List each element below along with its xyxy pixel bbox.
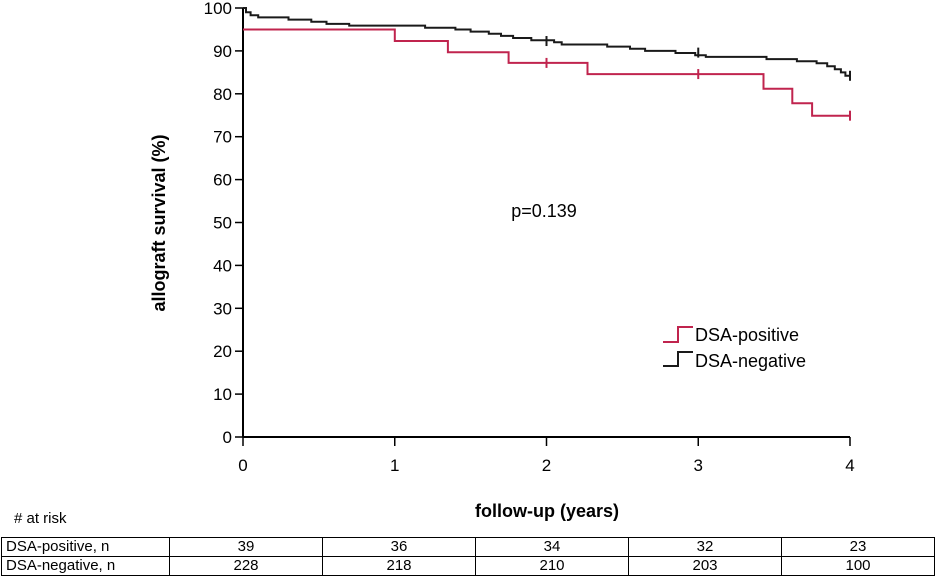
x-tick-label: 1 xyxy=(390,456,399,475)
table-cell: 36 xyxy=(322,537,476,557)
legend-dsa-positive-label: DSA-positive xyxy=(695,325,799,345)
y-tick-label: 0 xyxy=(223,428,232,447)
p-value-annotation: p=0.139 xyxy=(511,201,577,221)
series-line-dsa-negative xyxy=(243,7,850,77)
table-row: DSA-negative, n 228 218 210 203 100 xyxy=(1,556,935,576)
at-risk-table: DSA-positive, n 39 36 34 32 23 DSA-negat… xyxy=(1,537,935,576)
legend-dsa-positive-symbol xyxy=(663,326,693,343)
legend-dsa-negative-symbol xyxy=(663,351,693,367)
x-tick-label: 4 xyxy=(845,456,854,475)
x-tick-label: 2 xyxy=(542,456,551,475)
table-row: DSA-positive, n 39 36 34 32 23 xyxy=(1,537,935,557)
table-cell: 228 xyxy=(169,556,323,576)
row-label: DSA-positive, n xyxy=(1,537,170,557)
x-tick-label: 0 xyxy=(238,456,247,475)
x-tick-label: 3 xyxy=(694,456,703,475)
at-risk-title: # at risk xyxy=(14,510,67,527)
y-tick-label: 10 xyxy=(213,385,232,404)
y-tick-label: 60 xyxy=(213,171,232,190)
row-label: DSA-negative, n xyxy=(1,556,170,576)
y-tick-label: 70 xyxy=(213,128,232,147)
table-cell: 210 xyxy=(475,556,629,576)
y-tick-label: 20 xyxy=(213,342,232,361)
table-cell: 203 xyxy=(628,556,782,576)
x-axis-ticks: 0 1 2 3 4 xyxy=(238,437,855,475)
legend: DSA-positive DSA-negative xyxy=(663,325,806,371)
y-axis-title: allograft survival (%) xyxy=(149,134,169,311)
y-tick-label: 30 xyxy=(213,299,232,318)
table-cell: 32 xyxy=(628,537,782,557)
series-line-dsa-positive xyxy=(243,28,850,117)
y-axis-ticks: 0 10 20 30 40 50 60 70 80 90 100 xyxy=(204,0,243,447)
table-cell: 23 xyxy=(781,537,935,557)
table-cell: 100 xyxy=(781,556,935,576)
x-axis-title: follow-up (years) xyxy=(475,501,619,521)
y-tick-label: 80 xyxy=(213,85,232,104)
table-cell: 34 xyxy=(475,537,629,557)
table-cell: 218 xyxy=(322,556,476,576)
y-tick-label: 40 xyxy=(213,256,232,275)
y-tick-label: 90 xyxy=(213,42,232,61)
y-tick-label: 100 xyxy=(204,0,232,18)
series-layer xyxy=(243,7,851,121)
table-cell: 39 xyxy=(169,537,323,557)
legend-dsa-negative-label: DSA-negative xyxy=(695,351,806,371)
y-tick-label: 50 xyxy=(213,214,232,233)
